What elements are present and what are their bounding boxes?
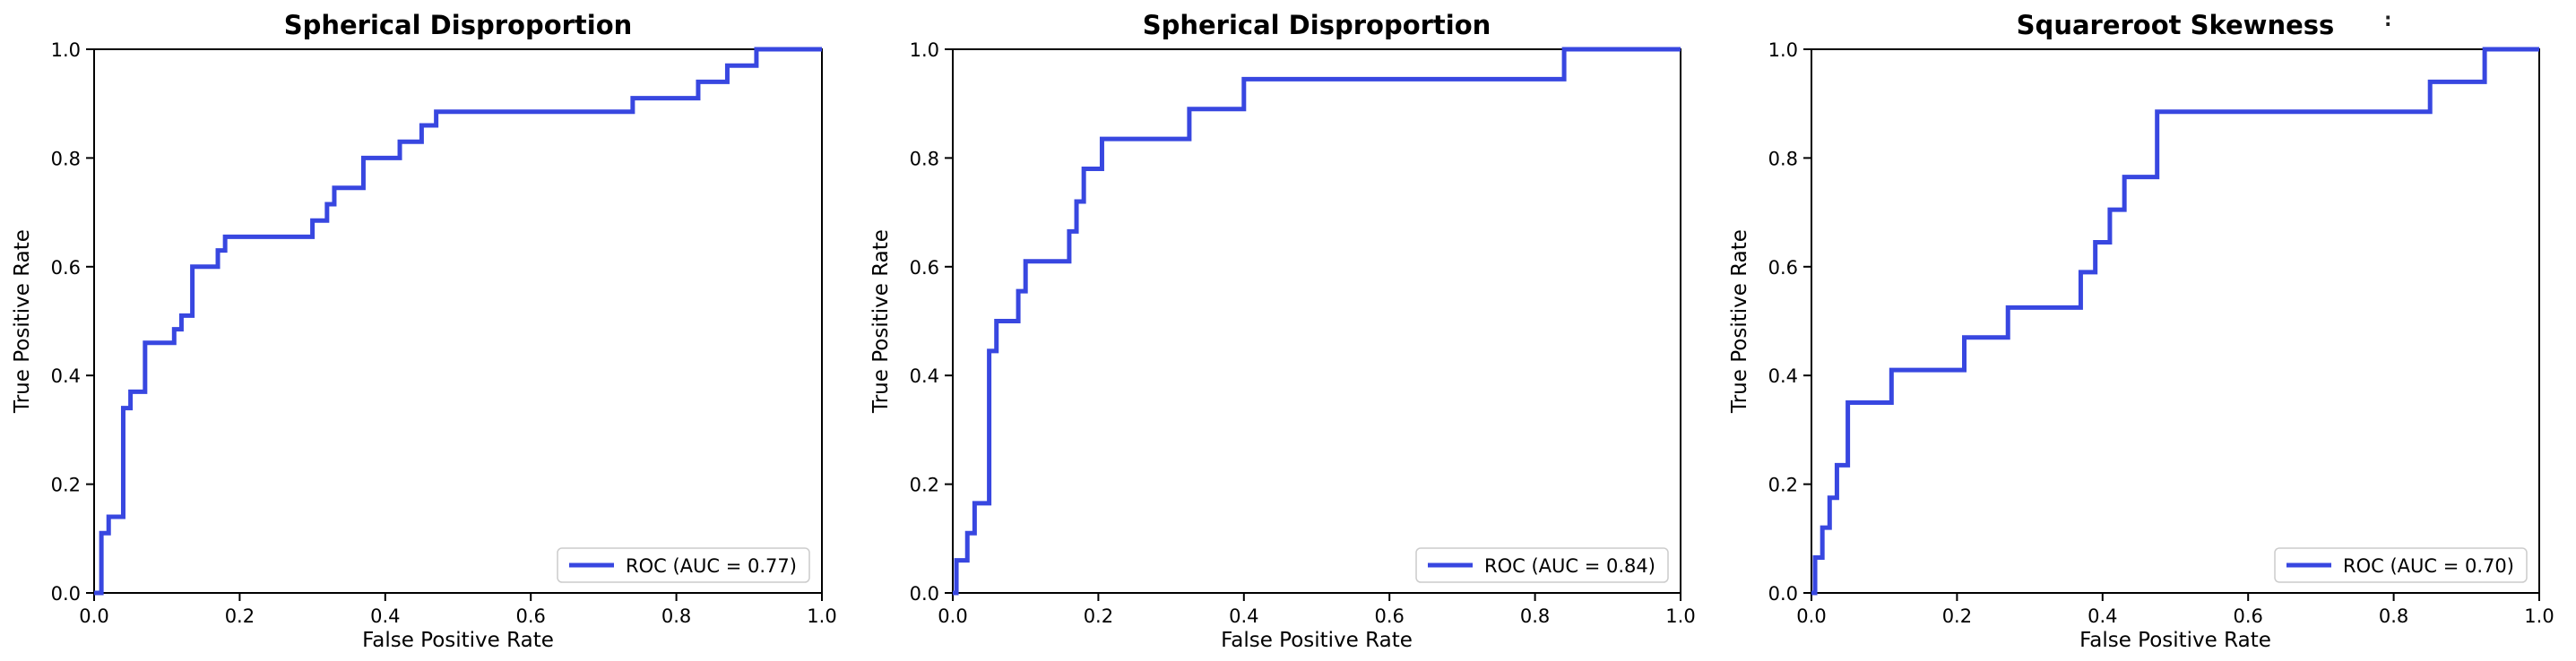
- x-tick-label: 0.0: [1796, 605, 1826, 627]
- y-tick-label: 0.4: [1768, 365, 1798, 387]
- chart-title: Spherical Disproportion: [284, 10, 633, 40]
- roc-curve: [953, 47, 1681, 596]
- x-tick-label: 0.0: [79, 605, 108, 627]
- y-tick-label: 0.8: [910, 148, 939, 169]
- y-tick-label: 0.4: [51, 365, 81, 387]
- y-tick-label: 0.2: [51, 475, 81, 496]
- x-tick-label: 0.2: [1084, 605, 1113, 627]
- x-tick-label: 0.6: [515, 605, 545, 627]
- legend-box: [557, 547, 810, 583]
- y-tick-label: 0.8: [51, 148, 81, 169]
- x-tick-label: 0.6: [2233, 605, 2262, 627]
- x-tick-label: 0.8: [1520, 605, 1550, 627]
- y-tick-label: 0.0: [1768, 583, 1798, 605]
- x-tick-label: 0.8: [2379, 605, 2408, 627]
- legend: ROC (AUC = 0.77): [557, 547, 810, 583]
- x-tick-label: 0.4: [1229, 605, 1258, 627]
- roc-chart-svg-3: 0.0 0.2 0.4 0.6 0.8 1.0 0.0 0.2 0.4 0.6 0.8 1.0 Squa…: [1728, 10, 2554, 652]
- y-tick-label: 1.0: [1768, 39, 1798, 61]
- roc-chart-svg-2: 0.0 0.2 0.4 0.6 0.8 1.0 0.0 0.2 0.4 0.6 0.8 1.0 Sphe…: [869, 10, 1696, 652]
- x-tick-label: 1.0: [1665, 605, 1695, 627]
- legend-label: ROC (AUC = 0.77): [626, 555, 797, 577]
- x-tick-label: 0.4: [2088, 605, 2117, 627]
- y-tick-label: 0.4: [910, 365, 939, 387]
- y-tick-label: 0.8: [1768, 148, 1798, 169]
- x-axis-label: False Positive Rate: [362, 629, 554, 652]
- x-tick-label: 0.0: [938, 605, 967, 627]
- y-axis-label: True Positive Rate: [1728, 229, 1751, 414]
- x-tick-label: 1.0: [807, 605, 836, 627]
- roc-panel-1: 0.0 0.2 0.4 0.6 0.8 1.0 0.0 0.2 0.4 0.6 0.8 1.0 Sphe…: [0, 0, 859, 661]
- legend-label: ROC (AUC = 0.84): [1484, 555, 1655, 577]
- y-tick-label: 0.0: [51, 583, 81, 605]
- chart-title: Squareroot Skewness: [2017, 10, 2335, 40]
- x-tick-label: 0.8: [661, 605, 691, 627]
- legend-box: [1415, 547, 1669, 583]
- legend: ROC (AUC = 0.84): [1415, 547, 1669, 583]
- chart-title: Spherical Disproportion: [1143, 10, 1491, 40]
- y-axis-label: True Positive Rate: [869, 229, 893, 414]
- roc-chart-svg-1: 0.0 0.2 0.4 0.6 0.8 1.0 0.0 0.2 0.4 0.6 0.8 1.0 Sphe…: [11, 10, 837, 652]
- y-tick-label: 0.6: [51, 257, 81, 279]
- x-tick-label: 0.2: [1942, 605, 1972, 627]
- x-tick-label: 0.2: [225, 605, 255, 627]
- y-tick-label: 0.2: [1768, 475, 1798, 496]
- y-axis-label: True Positive Rate: [11, 229, 34, 414]
- x-tick-label: 0.6: [1374, 605, 1404, 627]
- legend-label: ROC (AUC = 0.70): [2343, 555, 2514, 577]
- legend: ROC (AUC = 0.70): [2274, 547, 2528, 583]
- plot-area: [1811, 48, 2540, 594]
- plot-area: [952, 48, 1681, 594]
- roc-curve: [94, 47, 822, 596]
- stray-text-artifact: :: [2384, 9, 2392, 30]
- y-tick-label: 0.6: [1768, 257, 1798, 279]
- roc-panel-3: 0.0 0.2 0.4 0.6 0.8 1.0 0.0 0.2 0.4 0.6 0.8 1.0 Squa…: [1717, 0, 2576, 661]
- y-tick-label: 0.2: [910, 475, 939, 496]
- legend-box: [2274, 547, 2528, 583]
- plot-area: [93, 48, 823, 594]
- x-axis-label: False Positive Rate: [2079, 629, 2271, 652]
- y-tick-label: 0.0: [910, 583, 939, 605]
- x-axis-label: False Positive Rate: [1221, 629, 1413, 652]
- y-tick-label: 0.6: [910, 257, 939, 279]
- x-tick-label: 1.0: [2524, 605, 2554, 627]
- x-tick-label: 0.4: [370, 605, 400, 627]
- y-tick-label: 1.0: [51, 39, 81, 61]
- y-tick-label: 1.0: [910, 39, 939, 61]
- roc-panel-2: 0.0 0.2 0.4 0.6 0.8 1.0 0.0 0.2 0.4 0.6 0.8 1.0 Sphe…: [859, 0, 1717, 661]
- roc-curve: [1811, 47, 2539, 596]
